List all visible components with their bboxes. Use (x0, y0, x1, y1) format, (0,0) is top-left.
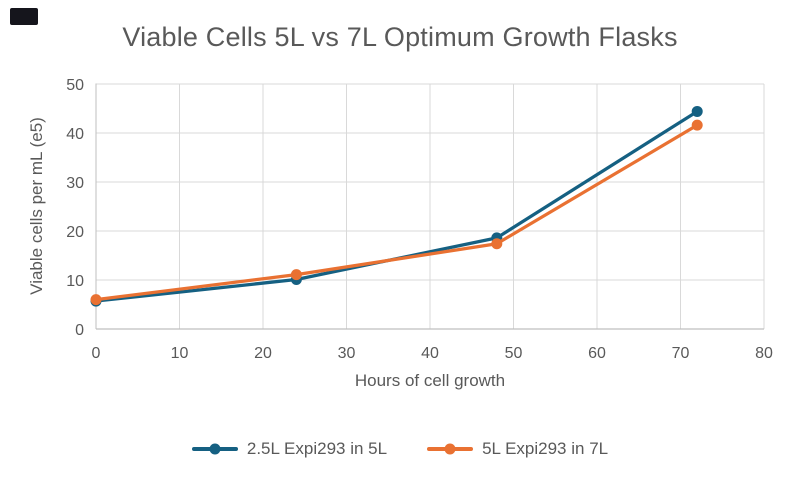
x-tick-label: 80 (755, 345, 773, 362)
x-tick-label: 60 (588, 345, 606, 362)
data-point-series-2 (90, 294, 102, 306)
legend-dot-marker-series-1 (209, 443, 221, 455)
y-tick-label: 40 (66, 126, 84, 143)
x-tick-label: 70 (672, 345, 690, 362)
legend-label-series-1: 2.5L Expi293 in 5L (246, 439, 388, 458)
x-tick-label: 50 (505, 345, 523, 362)
y-tick-label: 20 (66, 224, 84, 241)
data-point-series-1 (691, 105, 703, 117)
series-line-1 (94, 109, 699, 303)
x-tick-label: 10 (171, 345, 189, 362)
legend-label-series-2: 5L Expi293 in 7L (482, 439, 609, 458)
y-tick-label: 0 (75, 322, 84, 339)
legend-item-series-1: 2.5L Expi293 in 5L (191, 439, 388, 459)
y-tick-label: 50 (66, 77, 84, 94)
y-tick-label: 30 (66, 175, 84, 192)
data-point-series-2 (691, 119, 703, 131)
x-tick-label: 40 (421, 345, 439, 362)
legend-item-series-2: 5L Expi293 in 7L (427, 439, 608, 459)
data-point-series-2 (290, 269, 302, 281)
chart-title: Viable Cells 5L vs 7L Optimum Growth Fla… (122, 22, 678, 52)
x-tick-label: 0 (92, 345, 101, 362)
x-axis-title: Hours of cell growth (354, 371, 506, 390)
dark-corner-box (10, 8, 38, 25)
series-line-2 (94, 123, 699, 302)
legend-line-marker-series-1 (191, 443, 238, 455)
legend: 2.5L Expi293 in 5L 5L Expi293 in 7L (0, 439, 800, 459)
x-tick-label: 20 (254, 345, 272, 362)
data-point-series-2 (491, 238, 503, 250)
legend-dot-marker-series-2 (444, 443, 456, 455)
x-tick-label: 30 (338, 345, 356, 362)
legend-line-marker-series-2 (427, 443, 474, 455)
y-tick-label: 10 (66, 273, 84, 290)
